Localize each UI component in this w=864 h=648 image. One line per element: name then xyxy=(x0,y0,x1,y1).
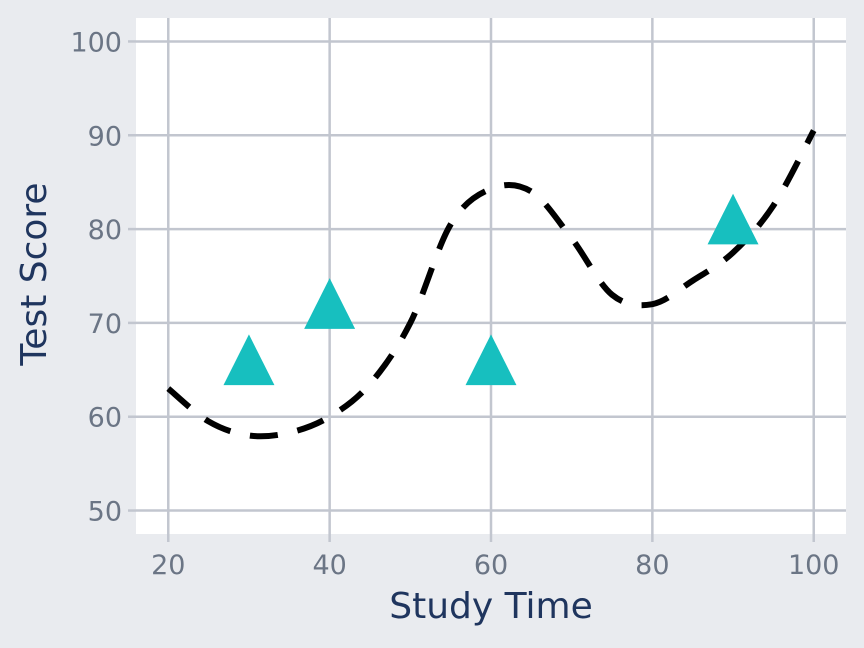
x-axis-title: Study Time xyxy=(389,586,592,627)
triangle-point xyxy=(465,334,517,386)
x-tick-label: 20 xyxy=(151,550,185,581)
y-tick-label: 70 xyxy=(88,309,122,340)
grid-lines xyxy=(128,18,846,542)
x-tick-label: 100 xyxy=(788,550,840,581)
triangle-point xyxy=(707,193,759,245)
y-tick-label: 80 xyxy=(88,215,122,246)
x-tick-label: 60 xyxy=(474,550,508,581)
triangle-point xyxy=(223,334,275,386)
y-tick-label: 60 xyxy=(88,403,122,434)
y-tick-label: 50 xyxy=(88,497,122,528)
x-tick-label: 80 xyxy=(635,550,669,581)
triangle-point xyxy=(304,278,356,329)
y-tick-label: 100 xyxy=(70,27,122,58)
y-axis-title: Test Score xyxy=(14,182,55,366)
x-tick-label: 40 xyxy=(312,550,346,581)
series-layer xyxy=(166,129,817,440)
tick-labels: 20 40 60 80 100 50 60 70 80 90 100 xyxy=(70,27,839,581)
y-tick-label: 90 xyxy=(88,121,122,152)
